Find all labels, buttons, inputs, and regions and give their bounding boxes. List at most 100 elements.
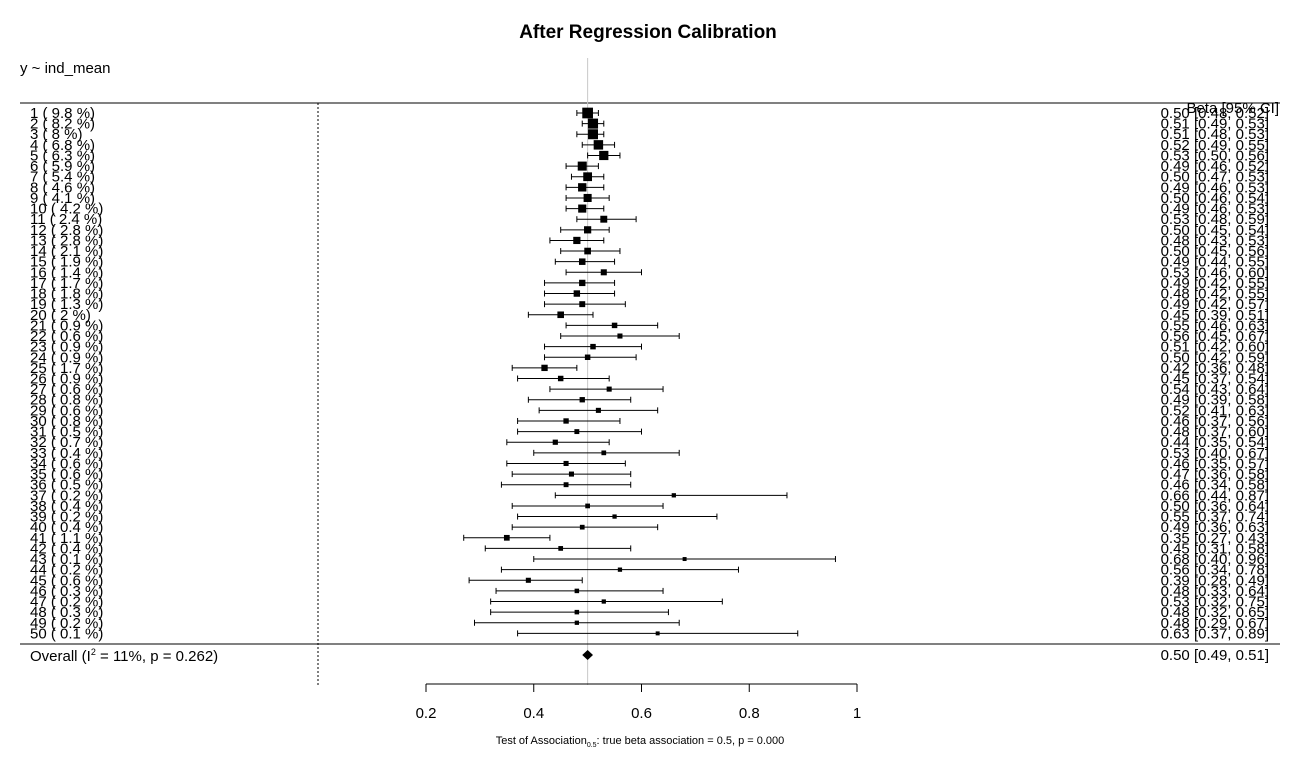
study-row: 6 ( 5.9 %) 0.49 [0.46, 0.52] — [30, 158, 1269, 175]
point-estimate — [600, 215, 608, 223]
study-label: 13 ( 2.8 %) — [30, 232, 103, 249]
study-estimate: 0.46 [0.35, 0.57] — [1161, 455, 1269, 472]
study-label: 4 ( 6.8 %) — [30, 137, 95, 154]
study-estimate: 0.54 [0.43, 0.64] — [1161, 381, 1269, 398]
study-estimate: 0.49 [0.39, 0.58] — [1161, 392, 1269, 409]
point-estimate — [578, 204, 587, 213]
point-estimate — [584, 226, 592, 234]
point-estimate — [574, 588, 580, 594]
point-estimate — [525, 577, 531, 583]
study-label: 29 ( 0.6 %) — [30, 402, 103, 419]
study-row: 10 ( 4.2 %) 0.49 [0.46, 0.53] — [30, 201, 1269, 218]
study-row: 15 ( 1.9 %) 0.49 [0.44, 0.55] — [30, 254, 1269, 271]
study-row: 19 ( 1.3 %) 0.49 [0.42, 0.57] — [30, 296, 1269, 313]
point-estimate — [593, 140, 604, 150]
point-estimate — [599, 150, 609, 161]
study-estimate: 0.46 [0.37, 0.56] — [1161, 413, 1269, 430]
study-estimate: 0.50 [0.48, 0.52] — [1161, 105, 1269, 122]
study-label: 27 ( 0.6 %) — [30, 381, 103, 398]
study-row: 24 ( 0.9 %) 0.50 [0.42, 0.59] — [30, 349, 1269, 366]
point-estimate — [579, 279, 586, 287]
study-row: 30 ( 0.8 %) 0.46 [0.37, 0.56] — [30, 413, 1269, 430]
study-label: 17 ( 1.7 %) — [30, 275, 103, 292]
point-estimate — [600, 269, 607, 276]
study-estimate: 0.63 [0.37, 0.89] — [1161, 625, 1269, 642]
study-estimate: 0.52 [0.49, 0.55] — [1161, 137, 1269, 154]
study-row: 21 ( 0.9 %) 0.55 [0.46, 0.63] — [30, 317, 1269, 334]
study-label: 43 ( 0.1 %) — [30, 551, 103, 568]
study-estimate: 0.48 [0.32, 0.65] — [1161, 604, 1269, 621]
point-estimate — [568, 471, 574, 477]
study-row: 43 ( 0.1 %) 0.68 [0.40, 0.96] — [30, 551, 1269, 568]
study-row: 11 ( 2.4 %) 0.53 [0.48, 0.59] — [30, 211, 1269, 228]
study-label: 26 ( 0.9 %) — [30, 371, 103, 388]
point-estimate — [563, 482, 569, 488]
study-label: 28 ( 0.8 %) — [30, 392, 103, 409]
study-label: 5 ( 6.3 %) — [30, 147, 95, 164]
study-row: 16 ( 1.4 %) 0.53 [0.46, 0.60] — [30, 264, 1269, 281]
study-estimate: 0.49 [0.42, 0.57] — [1161, 296, 1269, 313]
study-row: 13 ( 2.8 %) 0.48 [0.43, 0.53] — [30, 232, 1269, 249]
study-estimate: 0.50 [0.45, 0.54] — [1161, 222, 1269, 239]
study-row: 26 ( 0.9 %) 0.45 [0.37, 0.54] — [30, 371, 1269, 388]
study-label: 14 ( 2.1 %) — [30, 243, 103, 260]
point-estimate — [503, 534, 510, 541]
study-estimate: 0.56 [0.34, 0.78] — [1161, 562, 1269, 579]
study-label: 30 ( 0.8 %) — [30, 413, 103, 430]
study-row: 28 ( 0.8 %) 0.49 [0.39, 0.58] — [30, 392, 1269, 409]
chart-title: After Regression Calibration — [519, 22, 777, 43]
point-estimate — [579, 524, 585, 530]
study-label: 22 ( 0.6 %) — [30, 328, 103, 345]
study-estimate: 0.47 [0.36, 0.58] — [1161, 466, 1269, 483]
study-label: 41 ( 1.1 %) — [30, 530, 103, 547]
study-row: 40 ( 0.4 %) 0.49 [0.36, 0.63] — [30, 519, 1269, 536]
study-row: 47 ( 0.2 %) 0.53 [0.32, 0.75] — [30, 594, 1269, 611]
point-estimate — [579, 301, 586, 308]
study-label: 49 ( 0.2 %) — [30, 615, 103, 632]
study-label: 15 ( 1.9 %) — [30, 254, 103, 271]
overall-estimate: 0.50 [0.49, 0.51] — [1161, 647, 1269, 664]
study-row: 35 ( 0.6 %) 0.47 [0.36, 0.58] — [30, 466, 1269, 483]
point-estimate — [558, 546, 564, 551]
study-label: 45 ( 0.6 %) — [30, 572, 103, 589]
point-estimate — [573, 290, 581, 297]
study-row: 1 ( 9.8 %) 0.50 [0.48, 0.52] — [30, 105, 1269, 122]
study-label: 2 ( 8.2 %) — [30, 116, 95, 133]
study-row: 41 ( 1.1 %) 0.35 [0.27, 0.43] — [30, 530, 1269, 547]
study-estimate: 0.53 [0.50, 0.56] — [1161, 147, 1269, 164]
study-estimate: 0.48 [0.37, 0.60] — [1161, 424, 1269, 441]
point-estimate — [585, 503, 590, 509]
study-row: 45 ( 0.6 %) 0.39 [0.28, 0.49] — [30, 572, 1269, 589]
x-tick-label: 1 — [853, 705, 861, 722]
point-estimate — [577, 161, 587, 171]
point-estimate — [579, 397, 585, 403]
overall-diamond — [582, 650, 594, 660]
x-tick-label: 0.2 — [416, 705, 437, 722]
study-label: 35 ( 0.6 %) — [30, 466, 103, 483]
point-estimate — [606, 386, 612, 392]
estimate-column-header: Beta [95% CI] — [1186, 100, 1279, 117]
study-label: 38 ( 0.4 %) — [30, 498, 103, 515]
study-label: 34 ( 0.6 %) — [30, 455, 103, 472]
study-row: 20 ( 2 %) 0.45 [0.39, 0.51] — [30, 307, 1269, 324]
x-axis: 0.2 0.4 0.6 0.8 1 — [416, 683, 861, 722]
study-row: 3 ( 8 %) 0.51 [0.48, 0.53] — [30, 126, 1269, 143]
point-estimate — [563, 418, 569, 424]
study-label: 48 ( 0.3 %) — [30, 604, 103, 621]
study-label: 42 ( 0.4 %) — [30, 540, 103, 557]
overall-label-prefix: Overall (I — [30, 648, 91, 665]
study-label: 16 ( 1.4 %) — [30, 264, 103, 281]
study-estimate: 0.50 [0.42, 0.59] — [1161, 349, 1269, 366]
study-estimate: 0.53 [0.40, 0.67] — [1161, 445, 1269, 462]
point-estimate — [574, 620, 579, 625]
point-estimate — [583, 172, 593, 182]
study-row: 23 ( 0.9 %) 0.51 [0.42, 0.60] — [30, 339, 1269, 356]
study-estimate: 0.44 [0.35, 0.54] — [1161, 434, 1269, 451]
study-rows: 1 ( 9.8 %) 0.50 [0.48, 0.52] 2 ( 8.2 %) 0.5… — [30, 105, 1269, 642]
study-row: 14 ( 2.1 %) 0.50 [0.45, 0.56] — [30, 243, 1269, 260]
study-row: 4 ( 6.8 %) 0.52 [0.49, 0.55] — [30, 137, 1269, 154]
point-estimate — [611, 322, 618, 329]
study-label: 20 ( 2 %) — [30, 307, 91, 324]
study-estimate: 0.52 [0.41, 0.63] — [1161, 402, 1269, 419]
